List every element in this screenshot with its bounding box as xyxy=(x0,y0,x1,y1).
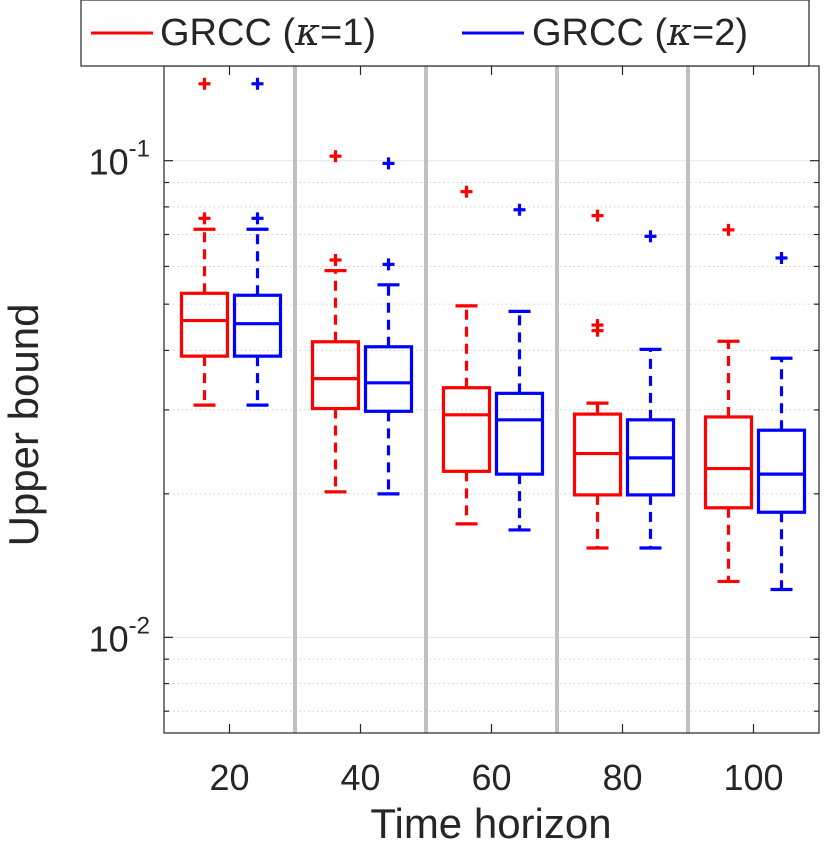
box-s2-20 xyxy=(232,77,283,407)
iqr-box xyxy=(232,293,283,358)
outlier-marker xyxy=(775,251,788,264)
legend-label-k2-kappa: κ xyxy=(666,10,692,54)
outlier-marker xyxy=(644,230,657,243)
iqr-box xyxy=(441,386,492,473)
box-s1-80 xyxy=(572,209,623,550)
iqr-box xyxy=(494,391,545,476)
grid-layer xyxy=(164,160,819,712)
outlier-marker xyxy=(251,212,264,225)
box-s2-40 xyxy=(363,157,414,496)
outlier-marker xyxy=(198,212,211,225)
legend-label-k1-kappa: κ xyxy=(294,10,320,54)
box-s2-60 xyxy=(494,203,545,532)
outlier-marker xyxy=(460,185,473,198)
outlier-marker xyxy=(382,258,395,271)
box-s1-40 xyxy=(310,150,361,494)
legend-label-k1-prefix: GRCC ( xyxy=(160,12,295,54)
y-axis-label: Upper bound xyxy=(0,304,47,547)
outlier-marker xyxy=(198,77,211,90)
iqr-box xyxy=(363,345,414,413)
iqr-box xyxy=(756,428,807,514)
legend-label-k2-suffix: =2) xyxy=(692,12,748,54)
iqr-box xyxy=(310,340,361,411)
outlier-marker xyxy=(591,209,604,222)
x-tick-label: 40 xyxy=(340,757,380,798)
legend: GRCC (κ=1) GRCC (κ=2) xyxy=(80,0,810,67)
legend-label-k2: GRCC (κ=2) xyxy=(532,10,748,54)
outlier-marker xyxy=(329,253,342,266)
x-tick-label: 60 xyxy=(471,757,511,798)
box-s2-100 xyxy=(756,251,807,592)
outlier-marker xyxy=(722,223,735,236)
axes-frame xyxy=(163,65,820,734)
group-separators xyxy=(293,66,690,733)
x-tick-label: 100 xyxy=(723,757,783,798)
y-tick-label: 10-1 xyxy=(89,136,150,183)
axis-layer: 10-1 10-2 20 40 60 80 100 xyxy=(89,66,819,798)
y-tick-label: 10-2 xyxy=(89,612,150,659)
x-axis-label: Time horizon xyxy=(370,800,611,841)
outlier-marker xyxy=(251,77,264,90)
outlier-marker xyxy=(382,157,395,170)
outlier-marker xyxy=(591,319,604,332)
legend-label-k2-prefix: GRCC ( xyxy=(532,12,667,54)
iqr-box xyxy=(703,415,754,510)
box-layer xyxy=(179,77,807,592)
box-s1-60 xyxy=(441,185,492,526)
box-s1-100 xyxy=(703,223,754,584)
box-s1-20 xyxy=(179,77,230,407)
iqr-box xyxy=(179,291,230,358)
legend-label-k1: GRCC (κ=1) xyxy=(160,10,376,54)
legend-label-k1-suffix: =1) xyxy=(320,12,376,54)
outlier-marker xyxy=(513,203,526,216)
x-tick-label: 20 xyxy=(209,757,249,798)
legend-box xyxy=(80,0,810,67)
x-tick-label: 80 xyxy=(602,757,642,798)
outlier-marker xyxy=(329,150,342,163)
box-s2-80 xyxy=(625,230,676,550)
